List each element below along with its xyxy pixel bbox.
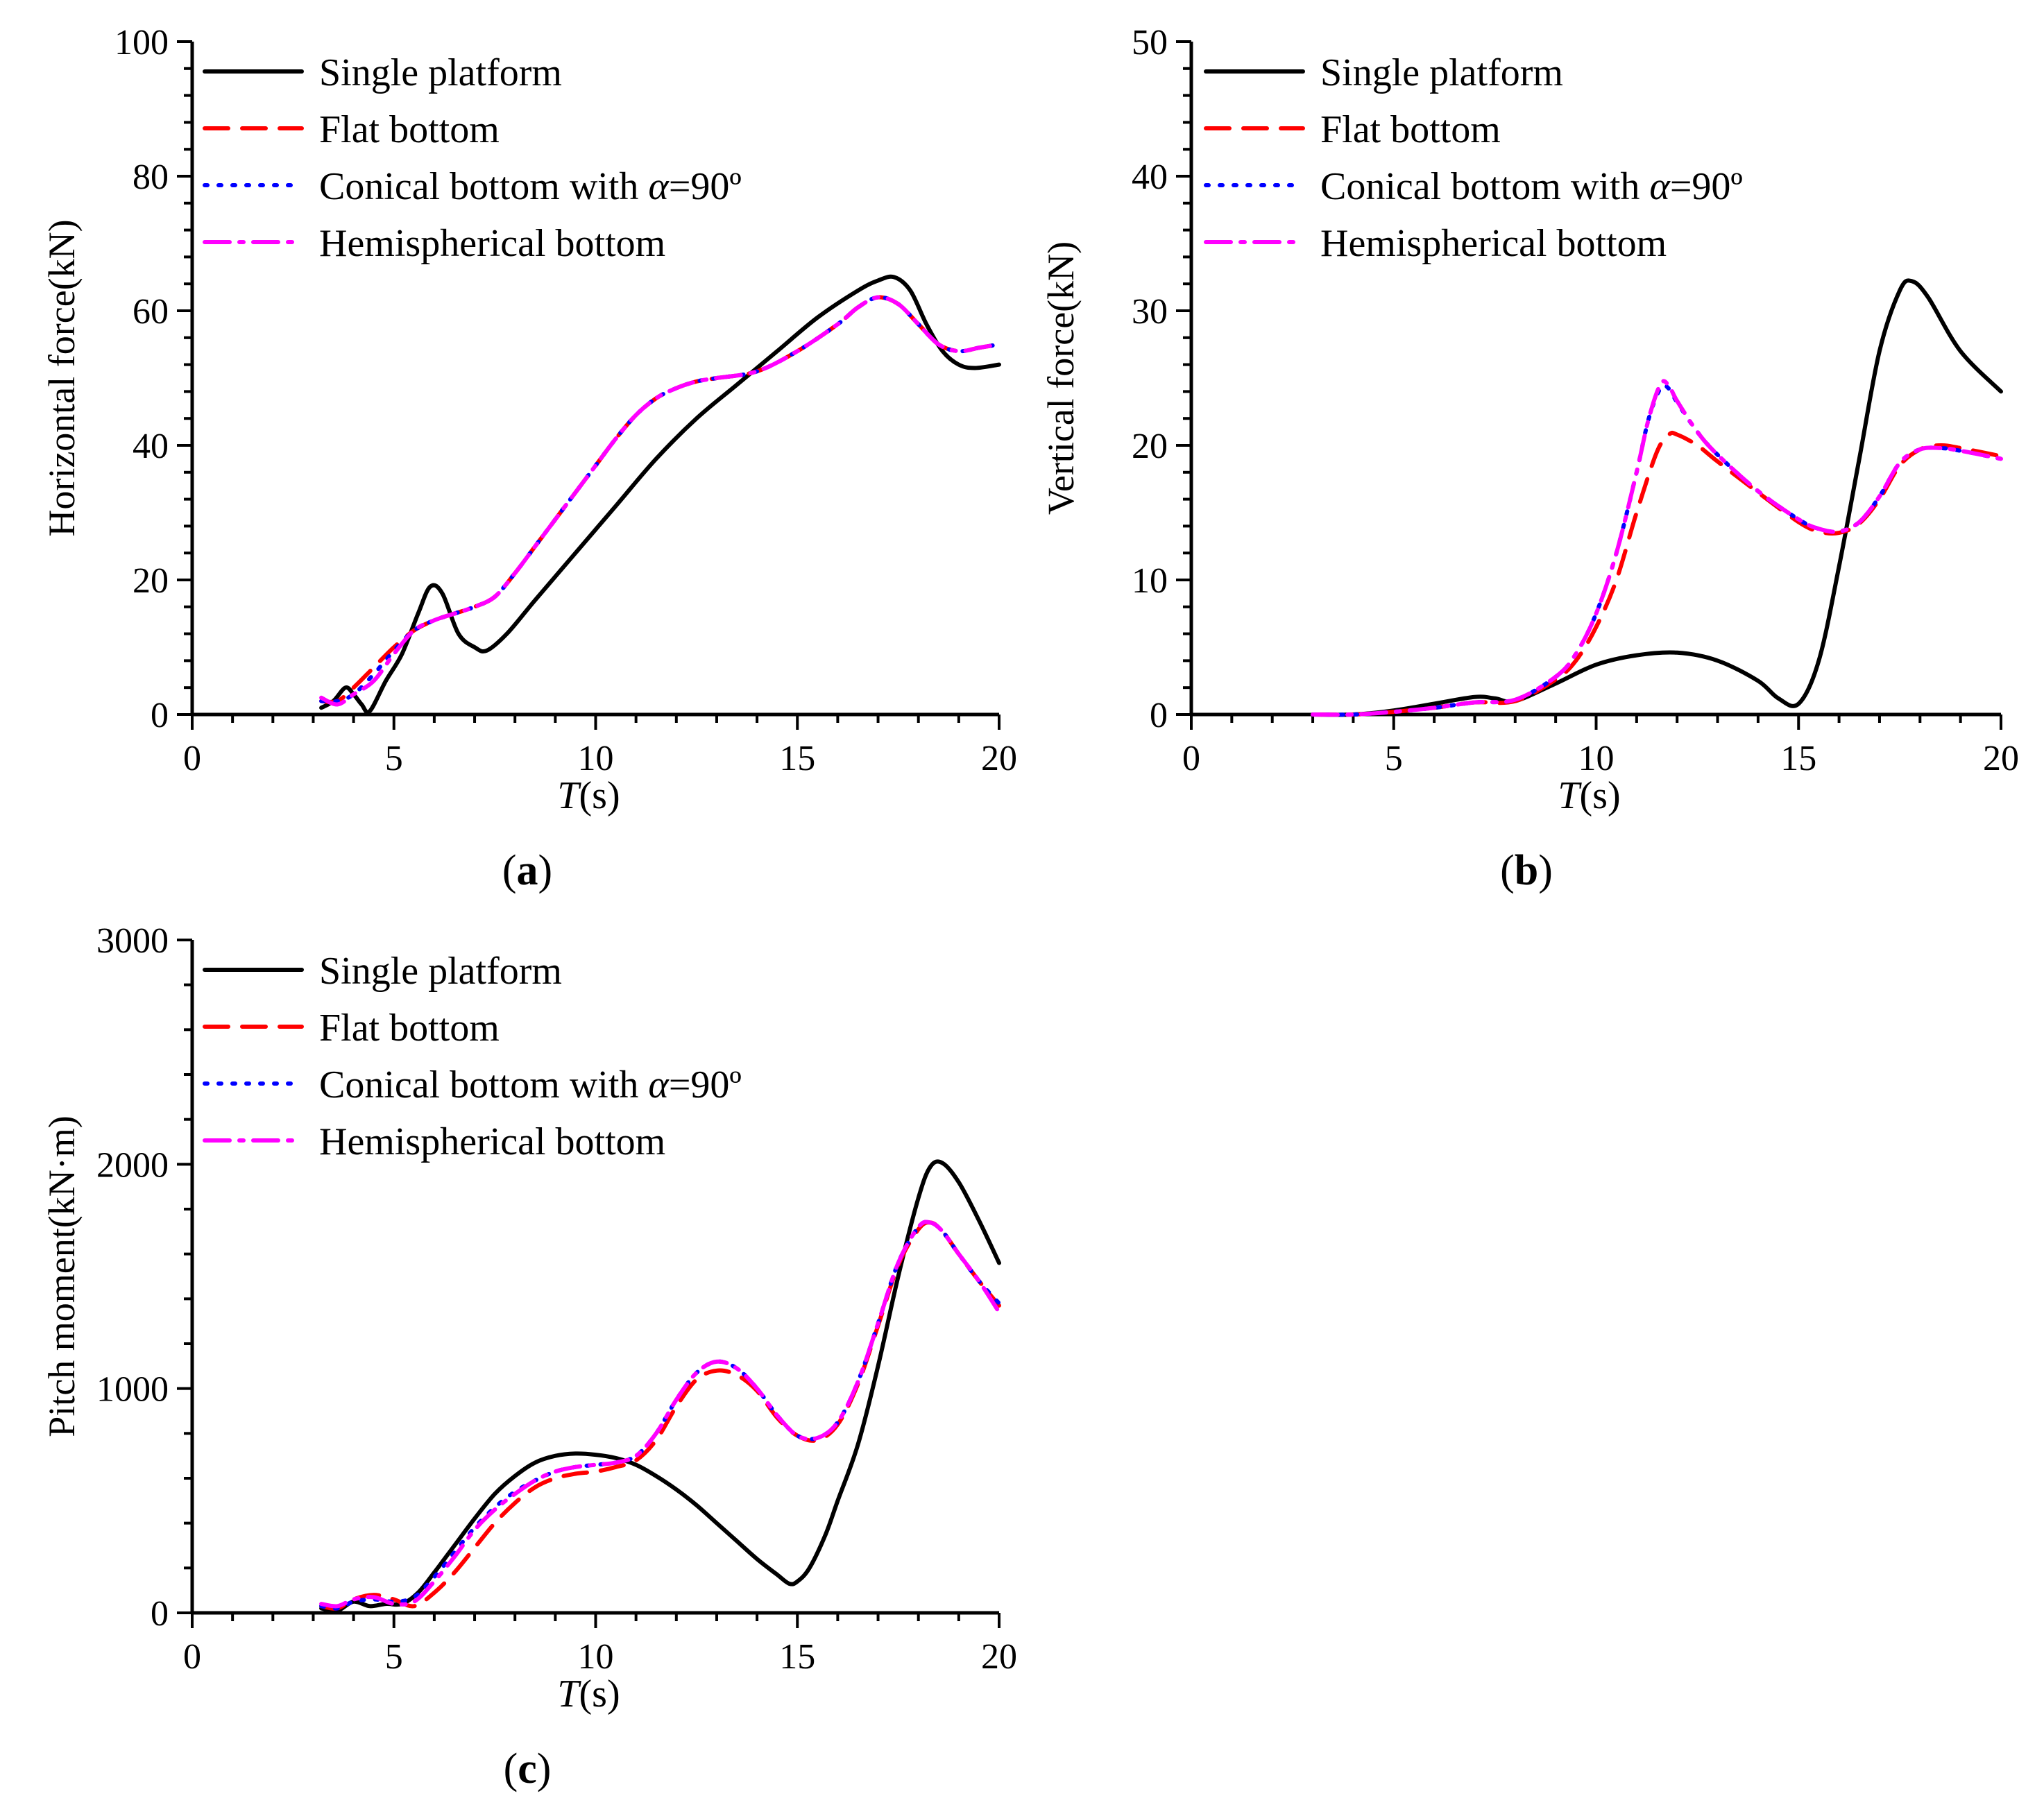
series-line-3 xyxy=(319,295,1001,704)
x-tick-label: 5 xyxy=(385,1637,403,1677)
panel-label: (c) xyxy=(504,1745,552,1793)
y-tick-label: 20 xyxy=(1132,427,1168,466)
x-tick-label: 10 xyxy=(578,739,614,778)
legend-label: Flat bottom xyxy=(319,108,500,151)
legend: Single platform Flat bottom Conical bottom… xyxy=(203,51,742,265)
legend-label: Hemispherical bottom xyxy=(319,222,665,265)
series-line-2 xyxy=(1311,430,2003,717)
x-tick-label: 5 xyxy=(1385,739,1403,778)
y-tick-label: 1000 xyxy=(96,1370,169,1410)
x-tick-label: 20 xyxy=(1983,739,2019,778)
y-tick-label: 30 xyxy=(1132,292,1168,332)
y-tick-label: 40 xyxy=(1132,157,1168,197)
y-tick-label: 2000 xyxy=(96,1145,169,1185)
legend-label: Conical bottom with α=90º xyxy=(1320,165,1743,208)
series-line-1 xyxy=(1311,278,2003,717)
panel-label: (b) xyxy=(1500,847,1553,894)
x-tick-label: 20 xyxy=(981,739,1017,778)
y-axis-title: Pitch moment(kN·m) xyxy=(41,1115,83,1437)
legend-label: Flat bottom xyxy=(1320,108,1501,151)
y-axis-title: Horizontal force(kN) xyxy=(41,219,83,536)
y-tick-label: 0 xyxy=(1150,696,1168,735)
legend-label: Single platform xyxy=(319,51,562,94)
legend-label: Conical bottom with α=90º xyxy=(319,1063,742,1106)
x-tick-label: 10 xyxy=(1578,739,1615,778)
x-tick-label: 20 xyxy=(981,1637,1017,1677)
x-tick-label: 15 xyxy=(1780,739,1816,778)
y-axis-title: Vertical force(kN) xyxy=(1040,241,1082,515)
chart-panel-b: 0 5 10 15 20 0 10 20 30 40 50 Vertical force(kN) T(s… xyxy=(1040,23,2019,894)
y-tick-label: 10 xyxy=(1132,561,1168,601)
y-tick-label: 40 xyxy=(133,427,169,466)
y-tick-label: 50 xyxy=(1132,23,1168,62)
y-tick-label: 60 xyxy=(133,292,169,332)
y-tick-label: 0 xyxy=(151,696,169,735)
x-tick-label: 0 xyxy=(183,739,201,778)
x-axis-title: T(s) xyxy=(1558,774,1620,817)
y-tick-label: 3000 xyxy=(96,921,169,961)
chart-panel-a: 0 5 10 15 20 0 20 40 60 80 100 Horizontal force(kN)… xyxy=(41,23,1017,894)
x-tick-label: 0 xyxy=(1182,739,1200,778)
legend: Single platform Flat bottom Conical bottom… xyxy=(203,950,742,1163)
legend-label: Hemispherical bottom xyxy=(319,1120,665,1163)
series-line-4 xyxy=(319,1220,1001,1609)
y-tick-label: 100 xyxy=(114,23,169,62)
legend-label: Conical bottom with α=90º xyxy=(319,165,742,208)
panel-label: (a) xyxy=(502,847,552,894)
legend-label: Single platform xyxy=(1320,51,1563,94)
x-axis-title: T(s) xyxy=(557,774,620,817)
chart-panel-c: 0 5 10 15 20 0 1000 2000 3000 Pitch moment(kN·m) T… xyxy=(41,921,1017,1793)
legend-label: Hemispherical bottom xyxy=(1320,222,1667,265)
y-tick-label: 80 xyxy=(133,157,169,197)
legend: Single platform Flat bottom Conical bottom… xyxy=(1204,51,1743,265)
x-tick-label: 15 xyxy=(779,1637,815,1677)
series-line-1 xyxy=(319,274,1001,715)
y-tick-label: 0 xyxy=(151,1594,169,1634)
x-tick-label: 5 xyxy=(385,739,403,778)
y-tick-label: 20 xyxy=(133,561,169,601)
legend-label: Flat bottom xyxy=(319,1007,500,1050)
series-line-3 xyxy=(1311,383,2003,717)
x-tick-label: 10 xyxy=(578,1637,614,1677)
series-line-2 xyxy=(319,295,1001,705)
x-tick-label: 15 xyxy=(779,739,815,778)
series-line-4 xyxy=(319,295,1001,707)
x-tick-label: 0 xyxy=(183,1637,201,1677)
legend-label: Single platform xyxy=(319,950,562,993)
x-axis-title: T(s) xyxy=(557,1673,620,1716)
series-line-1 xyxy=(319,1159,1001,1614)
series-line-4 xyxy=(1311,379,2003,717)
